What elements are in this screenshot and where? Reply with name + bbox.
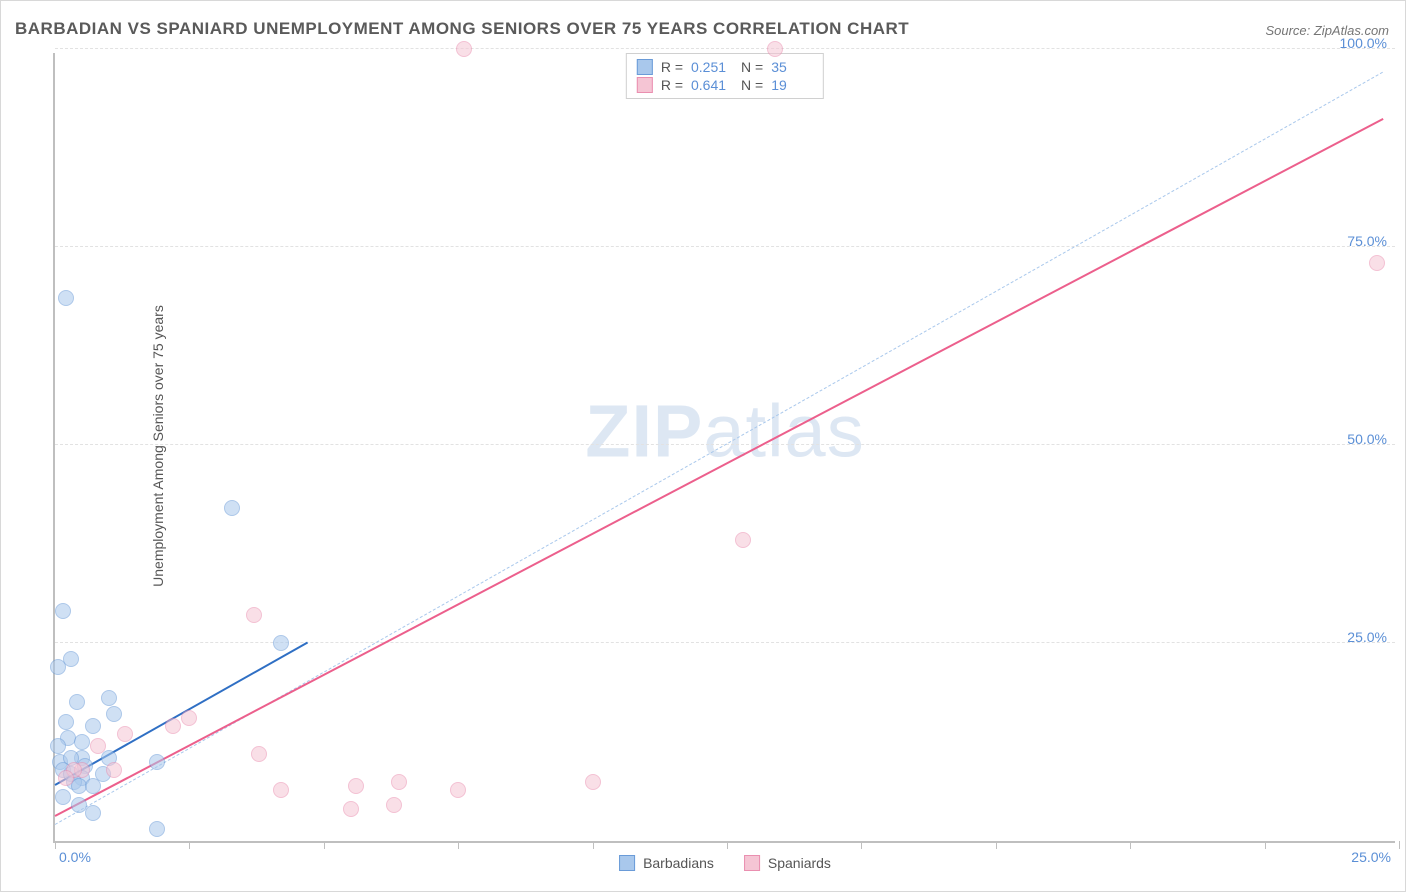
legend-swatch [744, 855, 760, 871]
y-tick-label: 50.0% [1347, 431, 1387, 447]
data-point [348, 778, 364, 794]
y-tick-label: 75.0% [1347, 233, 1387, 249]
x-tick [1265, 841, 1266, 849]
stat-r-value: 0.641 [691, 77, 733, 93]
data-point [149, 821, 165, 837]
x-tick [55, 841, 56, 849]
data-point [106, 762, 122, 778]
data-point [85, 778, 101, 794]
data-point [106, 706, 122, 722]
data-point [767, 41, 783, 57]
data-point [149, 754, 165, 770]
watermark-zip: ZIP [585, 390, 703, 473]
gridline-h [55, 246, 1395, 247]
chart-container: BARBADIAN VS SPANIARD UNEMPLOYMENT AMONG… [0, 0, 1406, 892]
bottom-legend: Barbadians Spaniards [619, 855, 831, 871]
data-point [58, 714, 74, 730]
data-point [251, 746, 267, 762]
stat-n-label: N = [741, 77, 763, 93]
stat-n-label: N = [741, 59, 763, 75]
data-point [58, 770, 74, 786]
bottom-legend-item: Barbadians [619, 855, 714, 871]
data-point [85, 805, 101, 821]
data-point [55, 789, 71, 805]
x-tick [458, 841, 459, 849]
data-point [117, 726, 133, 742]
data-point [224, 500, 240, 516]
data-point [273, 635, 289, 651]
data-point [273, 782, 289, 798]
x-tick [593, 841, 594, 849]
x-tick [189, 841, 190, 849]
data-point [246, 607, 262, 623]
x-axis-min-label: 0.0% [59, 849, 91, 865]
data-point [55, 603, 71, 619]
data-point [735, 532, 751, 548]
data-point [391, 774, 407, 790]
x-tick [324, 841, 325, 849]
y-tick-label: 25.0% [1347, 629, 1387, 645]
data-point [450, 782, 466, 798]
chart-title: BARBADIAN VS SPANIARD UNEMPLOYMENT AMONG… [15, 19, 909, 39]
data-point [343, 801, 359, 817]
x-tick [1399, 841, 1400, 849]
legend-swatch [637, 59, 653, 75]
data-point [85, 718, 101, 734]
gridline-h [55, 48, 1395, 49]
legend-series-name: Barbadians [643, 855, 714, 871]
x-tick [1130, 841, 1131, 849]
plot-area: ZIPatlas R =0.251N =35R =0.641N =19 Barb… [53, 53, 1395, 843]
x-tick [727, 841, 728, 849]
data-point [181, 710, 197, 726]
regression-line [55, 641, 309, 785]
stats-legend-row: R = 0.641 N = 19 [637, 76, 813, 94]
x-tick [996, 841, 997, 849]
stat-r-value: 0.251 [691, 59, 733, 75]
data-point [101, 690, 117, 706]
data-point [58, 290, 74, 306]
data-point [69, 694, 85, 710]
data-point [456, 41, 472, 57]
gridline-h [55, 642, 1395, 643]
bottom-legend-item: Spaniards [744, 855, 831, 871]
data-point [50, 738, 66, 754]
legend-series-name: Spaniards [768, 855, 831, 871]
data-point [585, 774, 601, 790]
x-tick [861, 841, 862, 849]
stat-r-label: R = [661, 59, 683, 75]
data-point [74, 734, 90, 750]
data-point [1369, 255, 1385, 271]
regression-line [55, 118, 1384, 817]
stat-n-value: 35 [771, 59, 813, 75]
data-point [50, 659, 66, 675]
x-axis-max-label: 25.0% [1351, 849, 1391, 865]
stats-legend: R = 0.251 N = 35 R = 0.641 N = 19 [626, 53, 824, 99]
watermark: ZIPatlas [585, 389, 864, 474]
data-point [90, 738, 106, 754]
legend-swatch [619, 855, 635, 871]
stats-legend-row: R = 0.251 N = 35 [637, 58, 813, 76]
stat-n-value: 19 [771, 77, 813, 93]
stat-r-label: R = [661, 77, 683, 93]
data-point [386, 797, 402, 813]
y-tick-label: 100.0% [1340, 35, 1387, 51]
data-point [165, 718, 181, 734]
legend-swatch [637, 77, 653, 93]
